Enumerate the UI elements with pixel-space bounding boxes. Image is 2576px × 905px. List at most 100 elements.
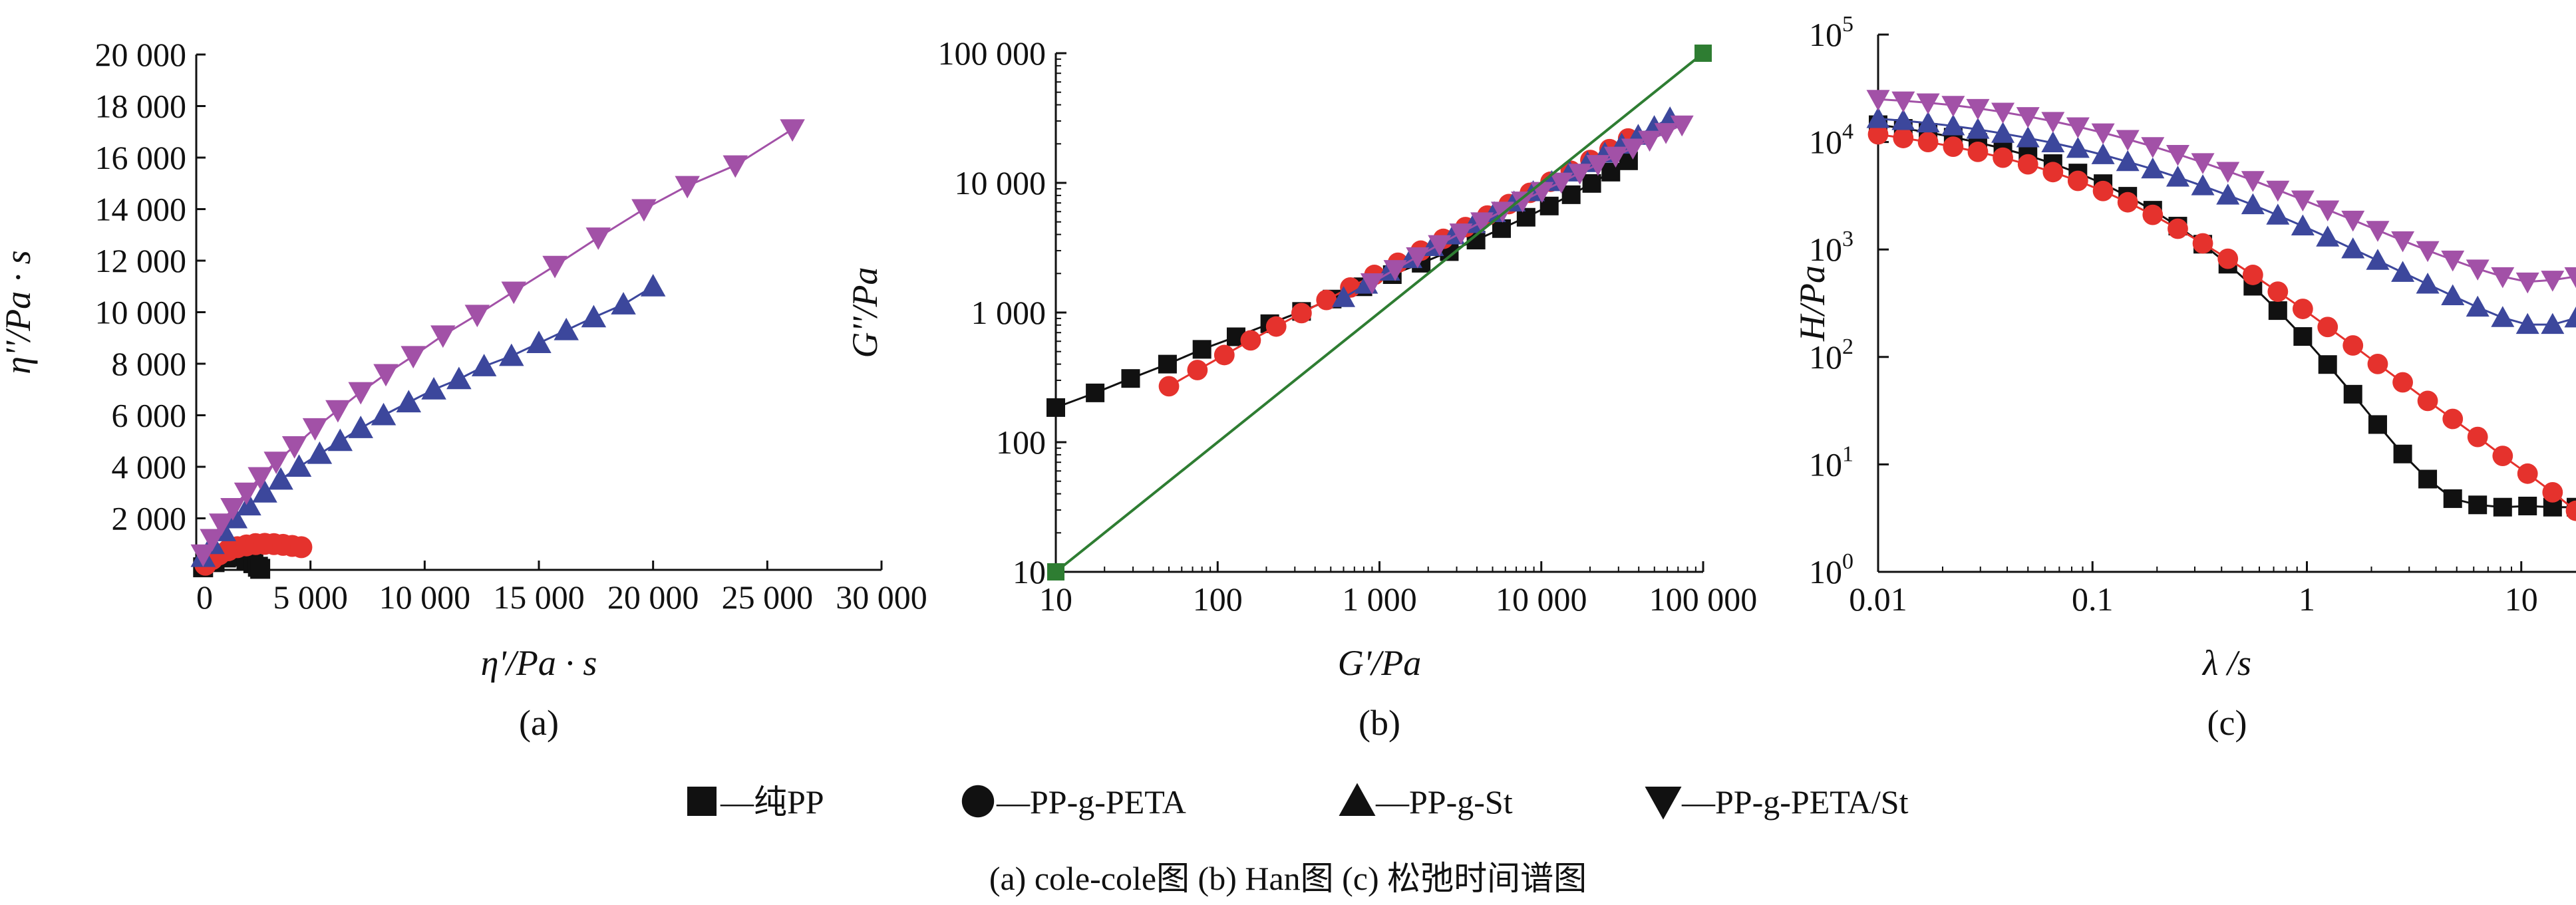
x-tick-label: 0.1 xyxy=(2072,581,2114,618)
data-point-peta_st xyxy=(1916,93,1940,115)
panel-label: (c) xyxy=(2207,703,2247,743)
data-point-st xyxy=(2016,126,2040,148)
legend-marker xyxy=(961,785,995,818)
legend-label: —PP-g-St xyxy=(1375,783,1513,821)
data-point-peta_st xyxy=(464,305,490,328)
data-point-peta_st xyxy=(2116,130,2140,152)
data-point-pp xyxy=(2368,415,2387,434)
data-point-peta xyxy=(1213,344,1235,366)
data-point-peta_st xyxy=(1891,91,1915,113)
data-point-peta_st xyxy=(2441,250,2465,272)
data-point-st xyxy=(421,377,446,400)
data-point-st xyxy=(2491,306,2515,327)
data-point-peta_st xyxy=(2016,107,2040,128)
data-point-pp xyxy=(1192,340,1211,359)
data-point-pp xyxy=(1492,219,1511,238)
data-point-st xyxy=(222,505,248,529)
data-point-pp xyxy=(2418,469,2438,489)
x-tick-label: 10 xyxy=(2505,581,2538,618)
data-point-st xyxy=(2341,237,2365,259)
data-point-peta xyxy=(2492,446,2513,467)
data-point-peta_st xyxy=(430,325,456,348)
x-tick-label: 30 000 xyxy=(836,579,927,616)
data-point-peta_st xyxy=(1603,146,1627,168)
data-point-st xyxy=(2191,174,2215,195)
data-point-st xyxy=(2166,166,2189,187)
data-point-peta_st xyxy=(2291,190,2315,211)
y-tick-label: 6 000 xyxy=(112,397,187,434)
legend-label: —PP-g-PETA xyxy=(996,783,1186,821)
data-point-peta xyxy=(1867,124,1889,145)
data-point-peta_st xyxy=(401,346,426,369)
y-tick-base: 10 xyxy=(1809,446,1842,483)
x-tick-label: 100 000 xyxy=(1649,581,1758,618)
data-point-peta_st xyxy=(2241,171,2265,192)
data-point-st xyxy=(581,305,607,328)
y-tick-base: 10 xyxy=(1809,16,1842,53)
x-tick-label: 10 000 xyxy=(1496,581,1587,618)
y-axis-title: η''/Pa · s xyxy=(0,250,38,374)
data-point-pp xyxy=(1601,162,1621,182)
y-tick-label: 20 000 xyxy=(95,36,187,73)
x-tick-label: 10 xyxy=(1039,581,1072,618)
data-point-peta xyxy=(2168,218,2188,239)
data-point-pp xyxy=(2318,355,2337,374)
data-point-peta_st xyxy=(2141,137,2165,158)
data-point-st xyxy=(526,330,552,353)
data-point-peta_st xyxy=(234,482,259,505)
data-point-peta xyxy=(2442,408,2464,430)
data-point-peta xyxy=(1993,147,2013,168)
y-tick-exponent: 3 xyxy=(1842,227,1853,251)
data-point-peta xyxy=(2242,265,2263,285)
data-point-st xyxy=(611,292,636,315)
y-tick-base: 10 xyxy=(1809,553,1842,590)
data-point-peta_st xyxy=(325,400,351,423)
data-point-peta_st xyxy=(373,364,399,387)
data-point-peta_st xyxy=(1670,115,1694,137)
data-point-peta_st xyxy=(1654,123,1678,144)
data-point-peta_st xyxy=(2341,210,2365,232)
data-point-peta xyxy=(1943,136,1964,158)
data-point-st xyxy=(2091,143,2115,164)
data-point-st xyxy=(348,416,373,438)
y-tick-label: 1 000 xyxy=(971,294,1046,331)
data-point-st xyxy=(471,354,497,376)
data-point-peta xyxy=(2217,248,2239,269)
data-point-peta xyxy=(2565,500,2576,521)
data-point-peta xyxy=(2392,372,2413,393)
legend-marker xyxy=(687,787,717,816)
data-point-peta xyxy=(1967,141,1989,162)
data-point-peta_st xyxy=(2216,162,2240,183)
y-tick-exponent: 4 xyxy=(1842,120,1853,144)
data-point-peta_st xyxy=(247,467,273,490)
y-tick-base: 10 xyxy=(1809,124,1842,161)
y-tick-exponent: 5 xyxy=(1842,12,1853,37)
series-peta xyxy=(194,533,313,576)
data-point-peta xyxy=(2092,180,2114,201)
data-point-peta xyxy=(2542,481,2563,503)
data-point-st xyxy=(2066,136,2090,158)
data-point-peta_st xyxy=(2166,144,2189,166)
x-tick-label: 1 000 xyxy=(1342,581,1417,618)
data-point-peta_st xyxy=(2564,267,2576,289)
panel-b-han-chart: 10 100 1 000 10 000 100 000 10 100 1 000 10 000 1… xyxy=(845,35,1757,743)
data-point-st xyxy=(1332,286,1356,307)
x-axis-title: η'/Pa · s xyxy=(481,643,597,683)
panel-a-cole-cole-chart: 0 5 000 10 000 15 000 20 000 25 000 30 000 2 00… xyxy=(0,36,927,743)
y-tick-label: 2 000 xyxy=(112,500,187,537)
data-point-st xyxy=(2291,214,2315,236)
data-point-peta_st xyxy=(2316,200,2340,222)
x-tick-label: 20 000 xyxy=(607,579,699,616)
data-point-pp xyxy=(1561,185,1581,204)
data-point-peta xyxy=(290,536,313,559)
data-point-st xyxy=(2216,184,2240,205)
series-reference xyxy=(1047,45,1712,581)
y-tick-label: 100 xyxy=(996,424,1046,461)
data-point-peta_st xyxy=(2266,180,2290,202)
series-st xyxy=(190,274,666,567)
x-tick-label: 15 000 xyxy=(493,579,585,616)
data-point-peta_st xyxy=(2091,123,2115,145)
y-tick-label: 8 000 xyxy=(112,345,187,382)
data-point-st xyxy=(1916,111,1940,133)
data-point-peta_st xyxy=(2541,271,2565,292)
